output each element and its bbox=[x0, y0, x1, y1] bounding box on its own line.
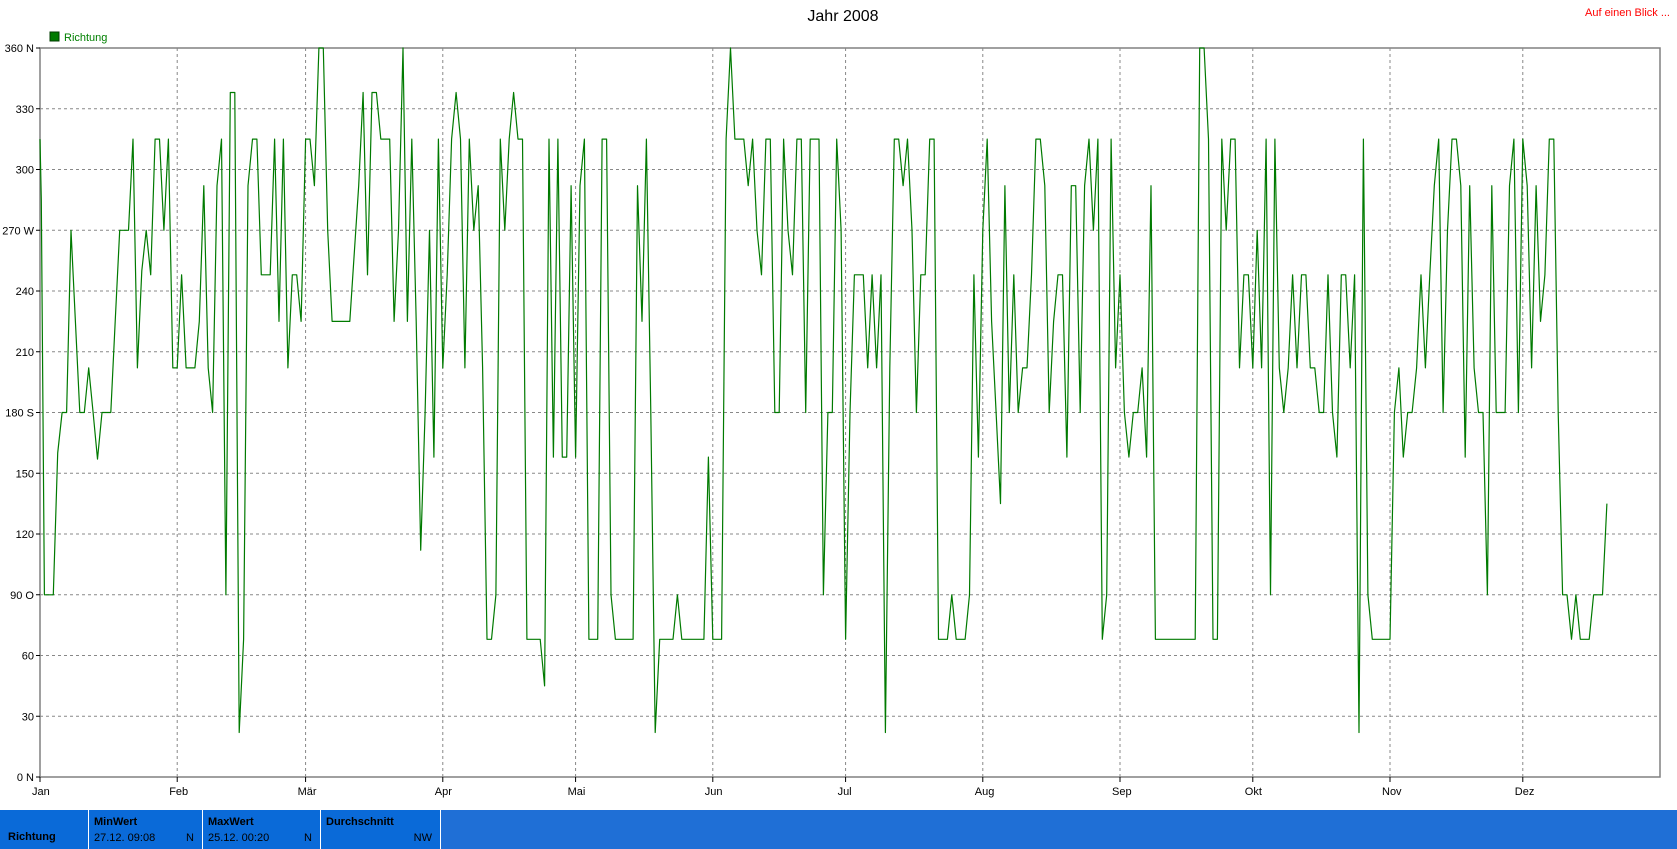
stats-max-time: 00:20 bbox=[241, 832, 270, 844]
y-axis: 0 N 30 60 90 O 120 150 180 S 210 240 270 W 300 330 3… bbox=[2, 43, 40, 784]
y-tick-label: 300 bbox=[16, 165, 34, 177]
stats-avg-header: Durchschnitt bbox=[326, 816, 394, 828]
y-tick-label: 150 bbox=[16, 468, 34, 480]
y-tick-label: 0 N bbox=[17, 772, 34, 784]
y-tick-label: 60 bbox=[22, 651, 34, 663]
stats-footer: Richtung MinWert 27.12. 09:08 N MaxWert … bbox=[0, 810, 1677, 849]
x-tick-label: Sep bbox=[1112, 786, 1132, 798]
y-tick-label: 360 N bbox=[5, 43, 34, 55]
y-tick-label: 210 bbox=[16, 347, 34, 359]
x-tick-label: Feb bbox=[169, 786, 188, 798]
x-tick-label: Jul bbox=[838, 786, 852, 798]
legend-swatch bbox=[49, 31, 60, 42]
stats-max-cell: MaxWert 25.12. 00:20 N bbox=[203, 810, 321, 849]
y-tick-label: 180 S bbox=[5, 408, 34, 420]
stats-avg-value: NW bbox=[413, 832, 432, 844]
gridlines bbox=[40, 48, 1660, 777]
series-line bbox=[39, 47, 1608, 734]
stats-min-date: 27.12. bbox=[94, 832, 125, 844]
x-axis: Jan Feb Mär Apr Mai Jun Jul Aug Sep Okt Nov Dez bbox=[32, 777, 1534, 798]
y-tick-label: 270 W bbox=[2, 225, 34, 237]
stats-max-date: 25.12. bbox=[208, 832, 239, 844]
x-tick-label: Dez bbox=[1515, 786, 1535, 798]
y-tick-label: 330 bbox=[16, 104, 34, 116]
stats-avg-cell: Durchschnitt NW bbox=[321, 810, 441, 849]
chart-title: Jahr 2008 bbox=[807, 8, 878, 25]
stats-min-cell: MinWert 27.12. 09:08 N bbox=[89, 810, 203, 849]
y-tick-label: 240 bbox=[16, 286, 34, 298]
stats-series-cell: Richtung bbox=[0, 810, 89, 849]
x-tick-label: Mai bbox=[568, 786, 586, 798]
stats-min-timestamp: 27.12. 09:08 bbox=[94, 832, 155, 844]
x-tick-label: Apr bbox=[435, 786, 452, 798]
y-tick-label: 90 O bbox=[10, 590, 34, 602]
stats-max-value: N bbox=[304, 832, 312, 844]
y-tick-label: 120 bbox=[16, 529, 34, 541]
x-tick-label: Okt bbox=[1245, 786, 1262, 798]
series-richtung bbox=[39, 47, 1608, 734]
y-tick-label: 30 bbox=[22, 711, 34, 723]
x-tick-label: Mär bbox=[298, 786, 317, 798]
stats-min-value: N bbox=[186, 832, 194, 844]
stats-min-header: MinWert bbox=[94, 816, 138, 828]
overview-link[interactable]: Auf einen Blick ... bbox=[1585, 7, 1670, 19]
x-tick-label: Aug bbox=[975, 786, 995, 798]
legend-label: Richtung bbox=[64, 32, 107, 44]
stats-min-time: 09:08 bbox=[127, 832, 156, 844]
stats-series-name: Richtung bbox=[8, 831, 56, 843]
x-tick-label: Jun bbox=[705, 786, 723, 798]
x-tick-label: Nov bbox=[1382, 786, 1402, 798]
stats-max-timestamp: 25.12. 00:20 bbox=[208, 832, 269, 844]
x-tick-label: Jan bbox=[32, 786, 50, 798]
stats-max-header: MaxWert bbox=[208, 816, 254, 828]
